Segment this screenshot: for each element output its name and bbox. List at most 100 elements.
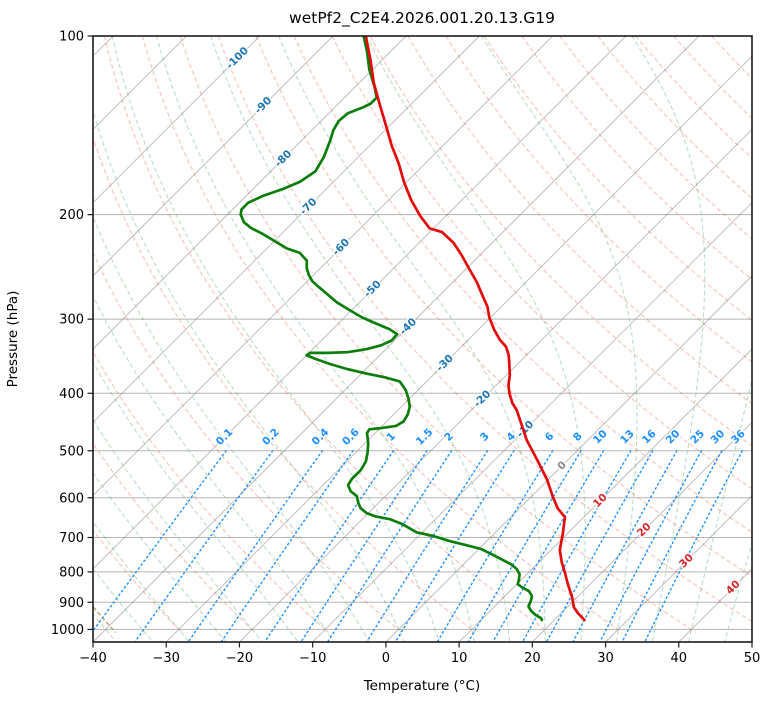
x-tick-label: 10 [451,651,468,666]
x-tick-label: 0 [382,651,390,666]
mixing-ratio-line [300,450,428,642]
isotherm-line [93,36,553,497]
dry-adiabat-line [635,36,752,160]
isotherm-line [93,36,700,642]
y-tick-label: 100 [59,30,84,45]
dry-adiabat-line [93,442,256,633]
mixing-ratio-line [220,450,354,642]
dry-adiabat-line [255,36,752,578]
dry-adiabat-line [711,36,752,80]
mixing-ratio-label: 1.5 [414,426,436,448]
x-tick-label: 20 [524,651,541,666]
moist-adiabat-line [93,109,405,642]
moist-adiabat-line [93,361,299,642]
isotherm-line [678,568,752,642]
isotherm-line [385,275,752,642]
sounding-profiles-layer [239,36,586,622]
x-axis-label: Temperature (°C) [363,678,481,694]
dry-adiabat-line [369,36,752,447]
isotherm-line [93,36,261,204]
isotherm-line [239,128,752,642]
y-tick-label: 800 [59,565,84,580]
x-tick-label: −10 [299,651,326,666]
mixing-ratio-label: 10 [591,428,610,447]
isotherm-line [458,348,752,642]
mixing-ratio-label: 30 [708,428,727,447]
isotherm-line [605,494,752,642]
mixing-ratio-line [365,450,489,642]
isotherm-line [531,421,752,642]
mixing-ratio-line [572,450,678,642]
dry-adiabat-line [749,36,752,40]
mixing-ratio-label: 0.6 [340,426,362,448]
dry-adiabat-line [673,36,752,120]
x-tick-label: −40 [79,651,106,666]
mixing-ratio-line [93,450,227,633]
mixing-ratio-line [521,450,632,642]
temperature-line [364,36,586,622]
mixing-ratio-label: 1 [384,430,398,444]
isotherm-line [312,201,752,642]
mixing-ratio-label: 2 [442,430,456,444]
mixing-ratio-label: 3 [478,430,492,444]
isotherm-line [93,36,407,350]
dry-adiabat-line [407,36,752,405]
mixing-ratio-line [644,450,743,642]
mixing-ratio-label: 13 [618,428,637,447]
moist-adiabat-line [210,36,511,642]
y-tick-label: 1000 [51,623,84,638]
mixing-ratio-line [621,450,723,642]
y-tick-label: 200 [59,208,84,223]
moist-adiabat-line [93,520,191,642]
moist-adiabat-line [93,418,263,642]
moist-adiabat-line [761,36,775,642]
mixing-ratio-line [187,450,324,642]
y-axis-label: Pressure (hPa) [5,291,21,388]
mixing-ratio-line [599,450,702,642]
chart-title: wetPf2_C2E4.2026.001.20.13.G19 [289,9,555,28]
y-tick-label: 700 [59,531,84,546]
x-tick-label: −30 [153,651,180,666]
dry-adiabat-line [331,36,752,490]
moist-adiabat-line [631,36,706,642]
dry-adiabat-line [141,36,623,633]
axes-layer: −40 −30 −20 −10 0 10 20 30 40 5010020030040050060… [51,30,760,667]
mixing-ratio-line [467,450,582,642]
moist-adiabat-line [93,294,335,642]
dewpoint-line [239,36,544,622]
mixing-ratio-label: 6 [543,430,557,444]
plot-border [92,35,753,643]
moist-adiabat-line [365,36,586,642]
x-tick-label: 30 [597,651,614,666]
dry-adiabat-line [93,136,476,633]
dry-adiabat-line [179,36,697,633]
moist-adiabat-line [480,36,638,642]
dry-adiabat-line [521,36,752,281]
mixing-ratio-label: 8 [571,430,585,444]
isotherm-line [93,36,480,424]
dry-adiabat-line [93,529,183,633]
moist-adiabat-line [111,36,440,642]
isotherm-line [93,36,627,570]
mixing-ratio-line [492,450,605,642]
dry-adiabat-line [93,350,329,633]
moist-adiabat-line [93,215,370,642]
x-tick-label: 50 [744,651,761,666]
mixing-ratio-line [134,450,274,642]
dry-adiabat-line [293,36,752,534]
dry-adiabat-line [597,36,752,200]
dry-adiabat-line [483,36,752,322]
x-tick-label: 40 [671,651,688,666]
mixing-ratio-label: 0.4 [310,426,332,448]
mixing-ratio-line [264,450,395,642]
mixing-ratio-line [436,450,554,642]
dry-adiabat-line [217,36,752,623]
moist-adiabat-line [278,36,546,642]
moist-adiabat-line [724,541,752,642]
y-tick-label: 900 [59,596,84,611]
dry-adiabat-line [93,251,403,633]
mixing-ratio-line [394,450,515,642]
y-tick-label: 400 [59,387,84,402]
